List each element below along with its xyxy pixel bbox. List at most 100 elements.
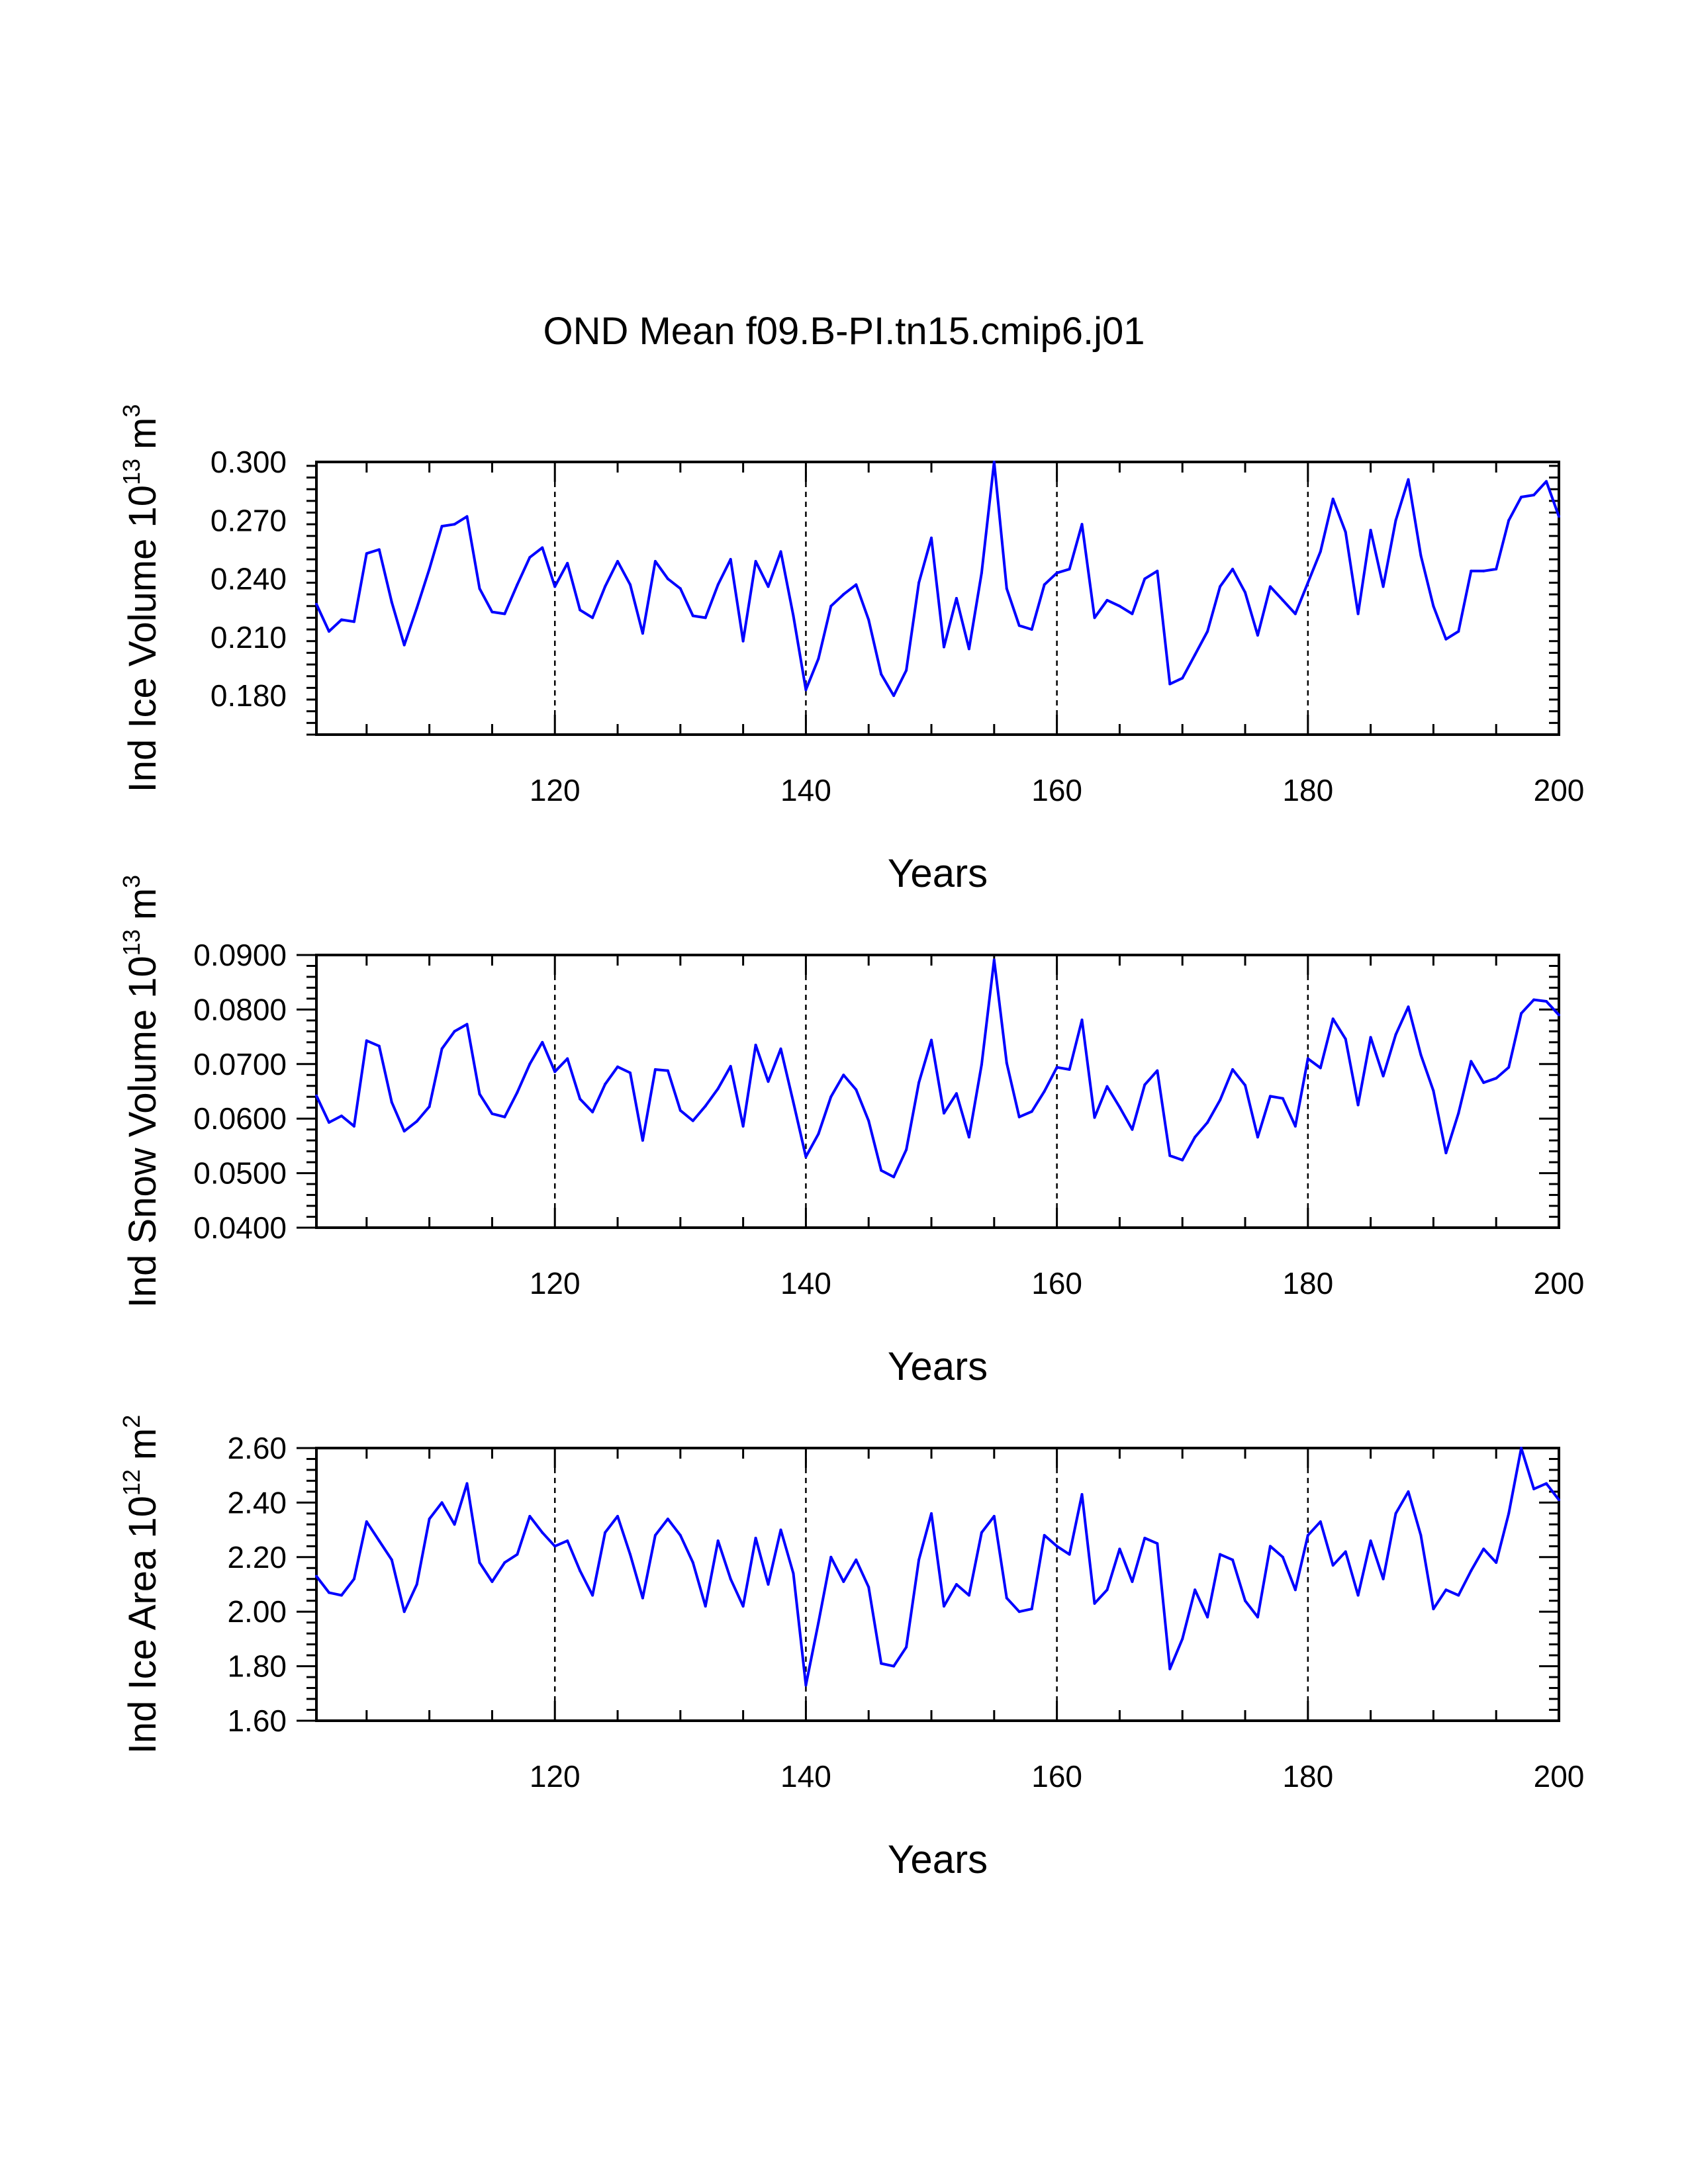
data-point: [867, 1586, 870, 1589]
data-point: [942, 1111, 945, 1115]
data-point: [1457, 1111, 1460, 1115]
page-title: OND Mean f09.B-PI.tn15.cmip6.j01: [543, 310, 1145, 353]
data-point: [1532, 998, 1536, 1001]
data-point: [1520, 1012, 1523, 1015]
data-point: [491, 1580, 494, 1583]
chart-panel-2: 120 140 160 180 200 0.0400 0.0500 0.0600 0.0700 0…: [118, 875, 1584, 1388]
data-point: [1319, 1066, 1322, 1069]
data-point: [591, 1594, 594, 1597]
data-point: [1369, 529, 1372, 531]
y-axis-label-text: Ind Snow Volume 10: [121, 956, 164, 1308]
data-point: [377, 1044, 381, 1048]
data-point: [855, 1088, 858, 1091]
data-point: [1168, 1667, 1172, 1670]
data-point: [641, 1139, 644, 1142]
data-point: [767, 1080, 770, 1083]
data-point: [880, 1662, 883, 1665]
data-point: [955, 597, 958, 600]
data-point: [1156, 1069, 1159, 1072]
x-axis-label: Years: [888, 1344, 988, 1388]
data-point: [666, 1518, 669, 1521]
y-tick-label: 0.0600: [193, 1101, 287, 1136]
data-point: [1281, 1555, 1284, 1559]
data-point: [491, 610, 494, 614]
data-point: [628, 1071, 632, 1074]
data-point: [917, 1558, 921, 1561]
data-point: [465, 1482, 469, 1485]
data-point: [1256, 1615, 1259, 1619]
data-point: [829, 604, 833, 608]
data-point: [352, 620, 355, 623]
chart-panel-3: 120 140 160 180 200 1.60 1.80 2.00 2.20 2.40 2.60 Y…: [118, 1415, 1584, 1882]
data-point: [478, 587, 481, 590]
data-point: [1181, 1158, 1184, 1161]
data-point: [855, 1558, 858, 1561]
data-point: [967, 1136, 970, 1139]
data-point: [553, 585, 557, 588]
data-point: [1143, 577, 1147, 580]
data-point: [440, 1047, 444, 1050]
y-tick-label: 0.0900: [193, 938, 287, 972]
data-point: [1194, 653, 1197, 657]
data-point: [1293, 1124, 1297, 1128]
data-point: [604, 585, 607, 588]
data-point: [829, 1555, 833, 1559]
data-point: [930, 536, 933, 539]
x-tick-label: 180: [1282, 1759, 1333, 1794]
data-point: [779, 1528, 782, 1531]
data-point: [352, 1124, 355, 1128]
series-line-1: [315, 958, 1560, 1179]
data-point: [1068, 1553, 1071, 1556]
data-point: [604, 1531, 607, 1534]
data-point: [641, 1596, 644, 1600]
data-point: [1507, 1512, 1511, 1515]
data-point: [1495, 567, 1498, 570]
data-point: [955, 1583, 958, 1586]
data-point: [478, 1561, 481, 1565]
data-point: [616, 1515, 620, 1518]
data-point: [1093, 1602, 1096, 1605]
data-point: [1419, 1533, 1423, 1537]
y-tick-label: 0.0400: [193, 1210, 287, 1245]
data-point: [1206, 1615, 1209, 1619]
data-point: [616, 1065, 620, 1068]
data-point: [1281, 1097, 1284, 1100]
data-point: [905, 1148, 908, 1152]
data-point: [754, 560, 757, 563]
data-point: [842, 593, 845, 596]
data-point: [1005, 1596, 1008, 1600]
data-point: [741, 639, 745, 643]
data-point: [804, 688, 808, 692]
data-point: [817, 1132, 820, 1136]
data-point: [415, 606, 418, 610]
series-line-1: [315, 461, 1560, 698]
data-point: [1118, 1547, 1121, 1551]
y-tick-label: 0.210: [211, 620, 287, 655]
data-point: [528, 1062, 532, 1066]
y-tick-label: 0.0700: [193, 1047, 287, 1081]
y-tick-label: 2.20: [227, 1540, 287, 1574]
data-point: [1043, 583, 1046, 586]
data-point: [1356, 1594, 1360, 1597]
data-point: [1470, 1060, 1473, 1063]
data-point: [591, 1111, 594, 1114]
data-point: [390, 1101, 393, 1104]
data-point: [465, 515, 469, 518]
data-point: [1030, 628, 1033, 631]
data-point: [365, 1520, 368, 1524]
data-point: [340, 618, 343, 621]
data-point: [1017, 1610, 1021, 1614]
data-point: [1293, 1588, 1297, 1592]
y-tick-label: 2.00: [227, 1594, 287, 1629]
data-point: [1055, 571, 1058, 574]
data-point: [842, 1073, 845, 1077]
x-tick-label: 200: [1534, 1759, 1585, 1794]
data-point: [653, 560, 657, 563]
y-tick-label: 1.80: [227, 1649, 287, 1684]
data-point: [390, 600, 393, 604]
data-point: [528, 1515, 532, 1518]
data-point: [1256, 633, 1259, 637]
data-point: [867, 1119, 870, 1122]
data-point: [892, 1664, 896, 1668]
y-tick-label: 2.40: [227, 1485, 287, 1520]
